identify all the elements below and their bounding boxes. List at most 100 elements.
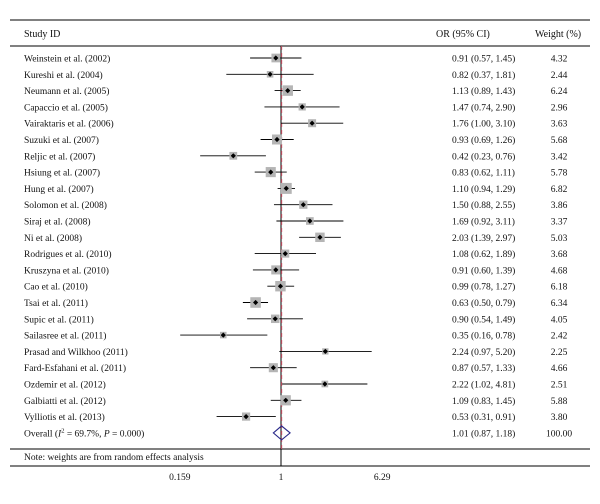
study-label: Solomon et al. (2008) (24, 200, 107, 211)
overall-label: Overall (I2 = 69.7%, P = 0.000) (24, 427, 144, 439)
study-label: Galbiatti et al. (2012) (24, 396, 106, 407)
study-weight: 3.37 (551, 218, 568, 228)
header-weight: Weight (%) (535, 29, 581, 40)
overall-label-prefix: Overall ( (24, 428, 58, 439)
study-ci: 1.09 (0.83, 1.45) (452, 396, 515, 407)
study-row: Prasad and Wilkhoo (2011) 2.24 (0.97, 5.2… (24, 347, 568, 358)
study-weight: 6.18 (551, 283, 568, 293)
study-label: Hung et al. (2007) (24, 184, 94, 195)
p-symbol: P (103, 429, 110, 439)
study-ci: 1.47 (0.74, 2.90) (452, 102, 515, 113)
point-estimate (230, 153, 236, 159)
study-rows: Weinstein et al. (2002) 0.91 (0.57, 1.45)… (24, 54, 568, 424)
study-row: Sailasree et al. (2011) 0.35 (0.16, 0.78)… (24, 331, 568, 342)
study-weight: 3.80 (551, 413, 568, 423)
study-weight: 4.66 (551, 364, 568, 374)
study-weight: 5.03 (551, 234, 568, 244)
study-row: Rodrigues et al. (2010) 1.08 (0.62, 1.89)… (24, 249, 568, 260)
study-weight: 4.05 (551, 315, 568, 325)
study-weight: 6.24 (551, 87, 568, 97)
study-row: Ozdemir et al. (2012) 2.22 (1.02, 4.81) 2.… (24, 380, 568, 391)
study-ci: 0.87 (0.57, 1.33) (452, 363, 515, 374)
study-ci: 0.53 (0.31, 0.91) (452, 412, 515, 423)
study-label: Hsiung et al. (2007) (24, 168, 100, 179)
study-label: Tsai et al. (2011) (24, 298, 88, 309)
point-estimate (273, 267, 279, 273)
point-estimate (243, 414, 249, 420)
study-weight: 4.68 (551, 266, 568, 276)
study-ci: 1.69 (0.92, 3.11) (452, 217, 515, 228)
i2-symbol: I (57, 429, 62, 439)
study-row: Solomon et al. (2008) 1.50 (0.88, 2.55) 3.… (24, 200, 568, 211)
point-estimate (277, 283, 284, 289)
study-label: Vylliotis et al. (2013) (24, 412, 105, 423)
study-weight: 5.88 (551, 397, 568, 407)
study-weight: 3.63 (551, 120, 568, 130)
study-ci: 2.24 (0.97, 5.20) (452, 347, 515, 358)
overall-diamond (272, 425, 291, 441)
study-row: Capaccio et al. (2005) 1.47 (0.74, 2.90) 2… (24, 102, 568, 113)
study-row: Neumann et al. (2005) 1.13 (0.89, 1.43) 6.… (24, 85, 568, 97)
x-tick-label: 1 (279, 473, 284, 483)
p-value: = 0.000) (110, 428, 145, 439)
study-label: Ozdemir et al. (2012) (24, 380, 106, 391)
point-estimate (282, 251, 288, 257)
overall-weight: 100.00 (546, 429, 572, 439)
point-estimate (307, 218, 313, 224)
study-row: Supic et al. (2011) 0.90 (0.54, 1.49) 4.05 (24, 314, 568, 325)
x-axis-ticks: 0.159 1 6.29 (169, 473, 391, 483)
point-estimate (272, 316, 278, 322)
study-row: Cao et al. (2010) 0.99 (0.78, 1.27) 6.18 (24, 280, 568, 293)
study-label: Sailasree et al. (2011) (24, 331, 106, 342)
study-weight: 2.96 (551, 103, 568, 113)
study-row: Tsai et al. (2011) 0.63 (0.50, 0.79) 6.34 (24, 297, 568, 309)
x-tick-label: 0.159 (169, 473, 191, 483)
footnote: Note: weights are from random effects an… (24, 452, 204, 463)
x-tick-label: 6.29 (374, 473, 391, 483)
study-label: Suzuki et al. (2007) (24, 135, 99, 146)
study-row: Vylliotis et al. (2013) 0.53 (0.31, 0.91)… (24, 412, 568, 423)
study-row: Kureshi et al. (2004) 0.82 (0.37, 1.81) 2.… (24, 70, 568, 81)
study-label: Neumann et al. (2005) (24, 86, 109, 97)
study-ci: 0.91 (0.57, 1.45) (452, 54, 515, 65)
study-ci: 0.42 (0.23, 0.76) (452, 151, 515, 162)
study-label: Cao et al. (2010) (24, 282, 88, 293)
study-weight: 2.25 (551, 348, 568, 358)
study-ci: 0.63 (0.50, 0.79) (452, 298, 515, 309)
point-estimate (283, 397, 289, 403)
point-estimate (322, 381, 328, 387)
point-estimate (300, 202, 306, 208)
point-estimate (252, 299, 259, 306)
study-ci: 1.08 (0.62, 1.89) (452, 249, 515, 260)
point-estimate (285, 88, 291, 94)
study-weight: 3.42 (551, 152, 568, 162)
study-ci: 0.99 (0.78, 1.27) (452, 282, 515, 293)
study-row: Galbiatti et al. (2012) 1.09 (0.83, 1.45)… (24, 395, 568, 407)
study-ci: 1.13 (0.89, 1.43) (452, 86, 515, 97)
point-estimate (299, 104, 305, 110)
study-ci: 1.50 (0.88, 2.55) (452, 200, 515, 211)
study-label: Fard-Esfahani et al. (2011) (24, 363, 126, 374)
study-row: Hung et al. (2007) 1.10 (0.94, 1.29) 6.82 (24, 182, 568, 195)
point-estimate (274, 136, 280, 143)
point-estimate (270, 365, 276, 371)
study-label: Weinstein et al. (2002) (24, 54, 110, 65)
study-label: Supic et al. (2011) (24, 314, 94, 325)
study-row: Fard-Esfahani et al. (2011) 0.87 (0.57, 1… (24, 363, 568, 374)
point-estimate (317, 234, 323, 240)
study-ci: 0.82 (0.37, 1.81) (452, 70, 515, 81)
study-weight: 4.32 (551, 55, 568, 65)
study-weight: 3.86 (551, 201, 568, 211)
study-ci: 1.76 (1.00, 3.10) (452, 119, 515, 130)
study-ci: 1.10 (0.94, 1.29) (452, 184, 515, 195)
study-weight: 6.34 (551, 299, 568, 309)
study-label: Capaccio et al. (2005) (24, 102, 108, 113)
header-study-id: Study ID (24, 29, 60, 40)
study-label: Prasad and Wilkhoo (2011) (24, 347, 128, 358)
study-label: Kruszyna et al. (2010) (24, 265, 109, 276)
study-weight: 2.51 (551, 381, 568, 391)
study-label: Reljic et al. (2007) (24, 151, 95, 162)
study-row: Reljic et al. (2007) 0.42 (0.23, 0.76) 3.4… (24, 151, 568, 162)
study-row: Ni et al. (2008) 2.03 (1.39, 2.97) 5.03 (24, 232, 568, 244)
study-weight: 5.68 (551, 136, 568, 146)
